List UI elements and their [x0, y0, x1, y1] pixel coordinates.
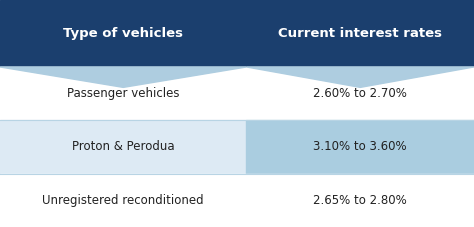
Text: 2.60% to 2.70%: 2.60% to 2.70% — [313, 87, 407, 100]
Polygon shape — [0, 67, 246, 87]
Bar — [0, 120, 246, 174]
Text: Current interest rates: Current interest rates — [278, 27, 442, 40]
Text: Type of vehicles: Type of vehicles — [63, 27, 183, 40]
Text: Unregistered reconditioned: Unregistered reconditioned — [43, 194, 204, 207]
Bar — [246, 120, 474, 174]
Text: Passenger vehicles: Passenger vehicles — [67, 87, 180, 100]
Text: Proton & Perodua: Proton & Perodua — [72, 141, 174, 153]
Text: 3.10% to 3.60%: 3.10% to 3.60% — [313, 141, 407, 153]
Bar — [246, 0, 474, 67]
Bar — [0, 174, 474, 227]
Polygon shape — [246, 67, 474, 87]
Bar — [0, 67, 474, 120]
Text: 2.65% to 2.80%: 2.65% to 2.80% — [313, 194, 407, 207]
Bar — [0, 0, 246, 67]
